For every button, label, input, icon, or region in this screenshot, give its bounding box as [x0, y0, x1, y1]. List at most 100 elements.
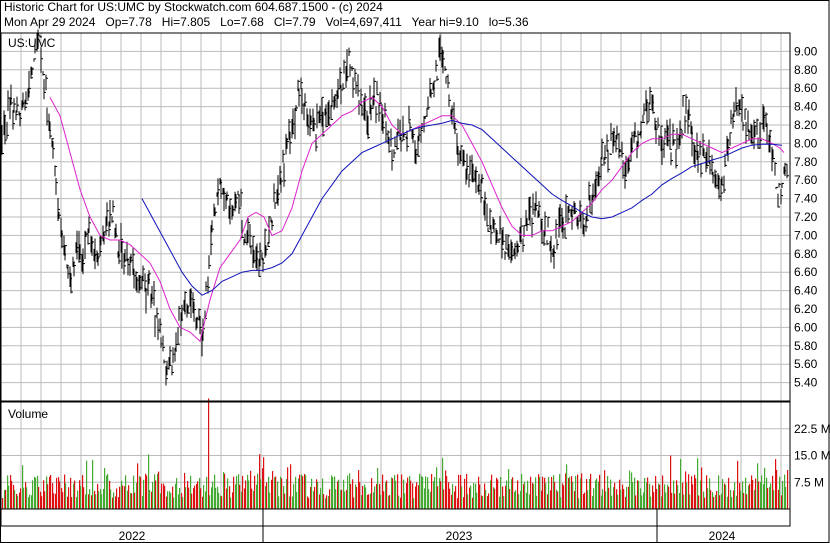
- volume-bar: [716, 491, 718, 509]
- volume-tick-label: 7.5 M: [794, 475, 824, 489]
- volume-bar: [160, 493, 162, 509]
- volume-tick-label: 22.5 M: [794, 422, 830, 436]
- volume-bar: [439, 478, 441, 509]
- volume-bar: [469, 487, 471, 509]
- volume-bar: [473, 483, 475, 509]
- volume-bar: [4, 489, 6, 509]
- volume-bar: [344, 491, 346, 509]
- volume-bar: [358, 470, 360, 509]
- price-bars: [1, 29, 789, 386]
- volume-bar: [284, 493, 286, 509]
- volume-bar: [10, 475, 12, 509]
- price-tick-label: 5.60: [794, 357, 818, 371]
- volume-bar: [376, 483, 378, 509]
- volume-bar: [556, 489, 558, 509]
- header-quote: Mon Apr 29 2024 Op=7.78 Hi=7.805 Lo=7.68…: [4, 15, 529, 29]
- volume-bar: [584, 492, 586, 509]
- volume-bar: [424, 488, 426, 509]
- volume-bar: [533, 483, 535, 509]
- volume-bar: [100, 489, 102, 509]
- price-tick-label: 8.80: [794, 63, 818, 77]
- volume-bar: [377, 468, 379, 509]
- volume-bar: [502, 486, 504, 509]
- volume-bar: [178, 494, 180, 509]
- volume-bar: [182, 497, 184, 509]
- volume-bar: [109, 480, 111, 509]
- volume-bar: [127, 490, 129, 509]
- volume-bar: [11, 480, 13, 509]
- volume-bar: [28, 497, 30, 509]
- volume-bar: [163, 483, 165, 509]
- volume-bar: [133, 475, 135, 509]
- volume-bar: [679, 493, 681, 509]
- volume-bar: [752, 479, 754, 509]
- volume-bar: [778, 489, 780, 509]
- volume-bar: [574, 491, 576, 509]
- volume-bar: [350, 483, 352, 509]
- volume-bar: [605, 491, 607, 509]
- volume-bar: [241, 491, 243, 509]
- volume-bar: [272, 471, 274, 509]
- volume-bar: [568, 478, 570, 509]
- volume-bar: [38, 486, 40, 509]
- volume-bar: [145, 473, 147, 509]
- volume-bar: [601, 495, 603, 509]
- volume-bar: [766, 477, 768, 509]
- volume-bar: [467, 494, 469, 509]
- volume-bar: [728, 477, 730, 509]
- volume-bar: [167, 491, 169, 509]
- volume-bar: [295, 476, 297, 509]
- volume-bar: [254, 475, 256, 509]
- volume-bar: [355, 484, 357, 509]
- volume-bar: [452, 483, 454, 509]
- volume-bar: [193, 488, 195, 509]
- volume-bar: [83, 487, 85, 509]
- volume-bar: [343, 479, 345, 509]
- volume-bar: [775, 459, 777, 509]
- volume-bar: [217, 486, 219, 509]
- volume-bar: [523, 484, 525, 509]
- volume-bar: [152, 481, 154, 509]
- volume-bar: [508, 469, 510, 509]
- volume-bar: [164, 485, 166, 509]
- volume-bar: [403, 479, 405, 509]
- volume-bar: [415, 486, 417, 509]
- volume-bar: [575, 475, 577, 509]
- volume-bar: [706, 475, 708, 509]
- volume-bar: [781, 495, 783, 509]
- volume-bar: [466, 473, 468, 509]
- price-tick-label: 7.80: [794, 155, 818, 169]
- volume-bar: [181, 493, 183, 509]
- volume-bar: [227, 478, 229, 509]
- volume-bar: [638, 480, 640, 509]
- volume-bar: [616, 489, 618, 509]
- volume-bar: [590, 473, 592, 509]
- price-tick-label: 8.40: [794, 100, 818, 114]
- volume-bar: [643, 492, 645, 509]
- volume-bar: [319, 494, 321, 509]
- volume-bar: [496, 477, 498, 509]
- volume-bar: [652, 485, 654, 509]
- volume-bar: [71, 497, 73, 509]
- volume-bar: [730, 489, 732, 509]
- volume-bar: [62, 492, 64, 509]
- volume-bar: [503, 495, 505, 509]
- volume-bar: [49, 476, 51, 509]
- volume-bar: [493, 487, 495, 509]
- volume-bar: [649, 483, 651, 509]
- volume-bar: [583, 493, 585, 509]
- volume-bar: [628, 486, 630, 509]
- price-tick-label: 8.00: [794, 136, 818, 150]
- volume-bar: [266, 482, 268, 509]
- volume-bar: [391, 477, 393, 509]
- volume-bar: [326, 495, 328, 509]
- volume-bar: [155, 480, 157, 509]
- volume-bar: [611, 495, 613, 509]
- volume-bar: [419, 473, 421, 509]
- volume-bar: [689, 494, 691, 509]
- volume-bar: [338, 479, 340, 509]
- volume-bar: [223, 472, 225, 509]
- volume-bar: [553, 475, 555, 509]
- volume-tick-label: 15.0 M: [794, 449, 830, 463]
